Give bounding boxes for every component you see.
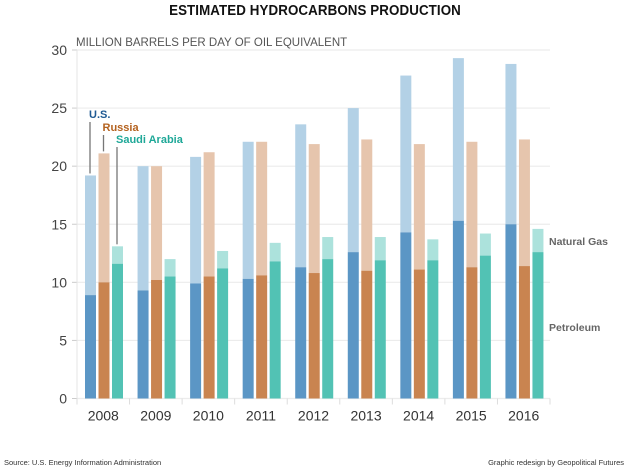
x-tick-label: 2009 [140, 408, 171, 424]
credit-note: Graphic redesign by Geopolitical Futures [488, 458, 624, 467]
bar-petroleum-u-s--2011 [242, 278, 254, 399]
bar-natural-gas-russia-2016 [518, 139, 530, 267]
bar-petroleum-saudi-arabia-2012 [322, 259, 334, 399]
bar-natural-gas-russia-2012 [308, 144, 320, 274]
bar-natural-gas-u-s--2009 [137, 166, 149, 291]
bar-petroleum-saudi-arabia-2013 [374, 260, 386, 399]
series-label-saudi-arabia: Saudi Arabia [116, 134, 184, 146]
series-label-u-s-: U.S. [89, 109, 110, 121]
source-note: Source: U.S. Energy Information Administ… [4, 458, 162, 467]
y-tick-label: 0 [59, 391, 67, 407]
bar-natural-gas-russia-2011 [256, 141, 268, 276]
y-tick-label: 15 [51, 216, 67, 232]
x-tick-label: 2013 [350, 408, 381, 424]
bar-natural-gas-u-s--2011 [242, 141, 254, 279]
x-tick-label: 2016 [508, 408, 539, 424]
x-tick-label: 2014 [403, 408, 434, 424]
bar-petroleum-russia-2015 [466, 267, 478, 399]
y-tick-label: 5 [59, 332, 67, 348]
bar-natural-gas-russia-2015 [466, 141, 478, 268]
bar-natural-gas-u-s--2014 [400, 75, 412, 233]
bar-petroleum-saudi-arabia-2010 [217, 268, 229, 399]
bar-natural-gas-saudi-arabia-2013 [374, 237, 386, 261]
bar-petroleum-u-s--2013 [347, 252, 359, 399]
bar-natural-gas-russia-2008 [98, 153, 110, 283]
bar-natural-gas-saudi-arabia-2009 [164, 259, 176, 277]
bar-natural-gas-saudi-arabia-2015 [479, 233, 491, 256]
bar-petroleum-u-s--2008 [85, 295, 96, 399]
bar-petroleum-saudi-arabia-2014 [427, 260, 439, 399]
series-label-russia: Russia [103, 122, 140, 134]
bar-petroleum-russia-2013 [361, 270, 373, 399]
chart-title: ESTIMATED HYDROCARBONS PRODUCTION [169, 3, 461, 19]
bar-natural-gas-saudi-arabia-2010 [217, 250, 229, 269]
legend-petroleum: Petroleum [549, 322, 600, 334]
bar-petroleum-russia-2016 [518, 266, 530, 399]
legend-natural-gas: Natural Gas [549, 236, 608, 248]
x-tick-label: 2008 [88, 408, 119, 424]
bars [85, 58, 544, 399]
bar-petroleum-saudi-arabia-2011 [269, 261, 281, 399]
bar-natural-gas-russia-2014 [413, 144, 425, 270]
bar-petroleum-u-s--2009 [137, 290, 149, 399]
bar-natural-gas-russia-2009 [151, 166, 163, 281]
x-tick-label: 2011 [246, 408, 276, 424]
bar-natural-gas-saudi-arabia-2011 [269, 242, 281, 262]
bar-natural-gas-u-s--2010 [190, 156, 202, 284]
bar-natural-gas-russia-2013 [361, 139, 373, 271]
bar-petroleum-russia-2011 [256, 275, 268, 399]
bar-petroleum-u-s--2014 [400, 232, 412, 399]
bar-petroleum-russia-2008 [98, 282, 110, 399]
x-tick-label: 2010 [193, 408, 224, 424]
y-tick-label: 25 [51, 100, 67, 116]
bar-natural-gas-saudi-arabia-2014 [427, 239, 439, 261]
bar-petroleum-russia-2012 [308, 273, 320, 399]
bar-natural-gas-saudi-arabia-2012 [322, 237, 334, 260]
x-tick-label: 2012 [298, 408, 329, 424]
bar-petroleum-u-s--2010 [190, 283, 202, 399]
bar-petroleum-u-s--2015 [452, 220, 464, 399]
bar-natural-gas-saudi-arabia-2016 [532, 228, 544, 253]
bar-petroleum-u-s--2016 [505, 224, 517, 399]
axes: 0 5 10 15 20 25 30 2008 2009 2010 2011 2012 2013 2014… [51, 42, 551, 424]
bar-petroleum-u-s--2012 [295, 267, 307, 399]
bar-petroleum-russia-2014 [413, 269, 425, 399]
y-tick-label: 10 [51, 274, 67, 290]
bar-petroleum-russia-2009 [151, 280, 163, 399]
bar-natural-gas-u-s--2008 [85, 175, 96, 296]
bar-petroleum-saudi-arabia-2016 [532, 252, 544, 399]
y-axis-unit-label: MILLION BARRELS PER DAY OF OIL EQUIVALEN… [76, 37, 347, 49]
y-tick-label: 30 [51, 42, 67, 58]
bar-natural-gas-russia-2010 [203, 152, 215, 277]
bar-natural-gas-u-s--2015 [452, 58, 464, 221]
y-tick-label: 20 [51, 158, 67, 174]
bar-petroleum-saudi-arabia-2008 [112, 263, 123, 399]
x-tick-label: 2015 [456, 408, 487, 424]
bar-natural-gas-saudi-arabia-2008 [112, 246, 123, 264]
bar-petroleum-saudi-arabia-2009 [164, 276, 176, 399]
bar-natural-gas-u-s--2012 [295, 124, 307, 268]
bar-petroleum-saudi-arabia-2015 [479, 255, 491, 399]
bar-natural-gas-u-s--2013 [347, 108, 359, 253]
bar-natural-gas-u-s--2016 [505, 63, 517, 225]
bar-petroleum-russia-2010 [203, 276, 215, 399]
